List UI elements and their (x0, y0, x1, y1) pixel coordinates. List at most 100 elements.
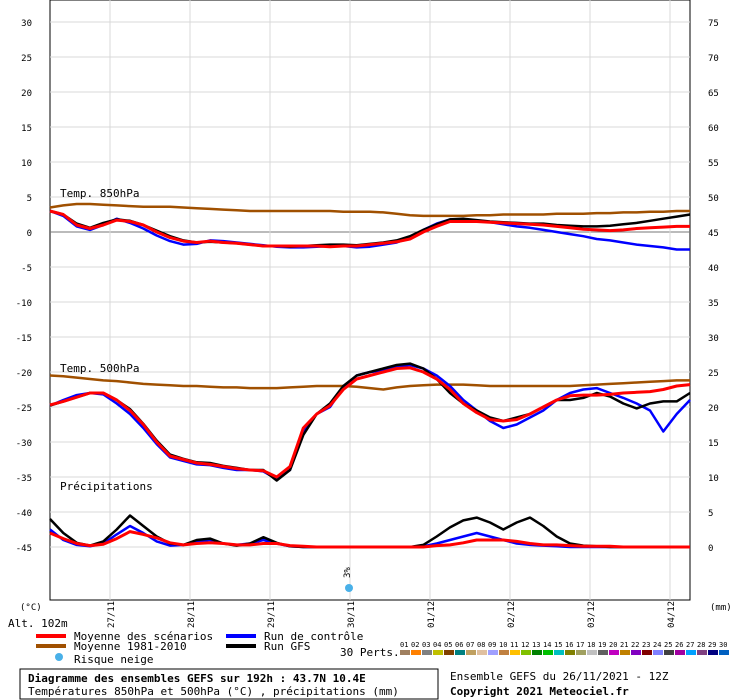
section-label-t500: Temp. 500hPa (60, 362, 139, 375)
perturbation-swatch (499, 650, 509, 655)
chart-title: Diagramme des ensembles GEFS sur 192h : … (28, 672, 366, 685)
perturbation-swatch (554, 650, 564, 655)
date-label: 04/12 (667, 601, 677, 628)
date-label: 02/12 (507, 601, 517, 628)
date-label: 30/11 (347, 601, 357, 628)
left-tick-label: -25 (16, 404, 32, 414)
left-tick-label: 20 (21, 89, 32, 99)
perturbation-id: 04 (433, 641, 441, 649)
left-tick-label: -10 (16, 299, 32, 309)
perturbation-id: 19 (598, 641, 606, 649)
perturbation-id: 21 (620, 641, 628, 649)
right-tick-label: 60 (708, 124, 719, 134)
perturbation-swatch (708, 650, 718, 655)
perturbation-swatch (543, 650, 553, 655)
date-label: 27/11 (107, 601, 117, 628)
title-box (19, 668, 439, 700)
perturbation-swatch (532, 650, 542, 655)
date-label: 01/12 (427, 601, 437, 628)
perturbation-id: 16 (565, 641, 573, 649)
perturbations-label: 30 Perts. (340, 646, 400, 659)
perturbation-id: 25 (664, 641, 672, 649)
series-line-precip (49, 530, 690, 549)
left-axis: 30 25 20 15 10 5 0 -5 -10 -15 -20 -25 -30 -35 -40 -45 (16, 19, 32, 554)
perturbation-swatch (697, 650, 707, 655)
section-label-t850: Temp. 850hPa (60, 187, 139, 200)
legend-swatch (36, 634, 66, 638)
perturbation-id: 15 (554, 641, 562, 649)
perturbation-swatch (400, 650, 410, 655)
perturbation-swatch (444, 650, 454, 655)
perturbation-id: 28 (697, 641, 705, 649)
right-tick-label: 30 (708, 334, 719, 344)
perturbation-swatch (642, 650, 652, 655)
right-tick-label: 45 (708, 229, 719, 239)
perturbation-swatch (631, 650, 641, 655)
left-tick-label: -45 (16, 544, 32, 554)
left-tick-label: 15 (21, 124, 32, 134)
perturbation-swatch (675, 650, 685, 655)
perturbation-id: 22 (631, 641, 639, 649)
perturbation-id: 30 (719, 641, 727, 649)
perturbation-swatch (653, 650, 663, 655)
perturbation-swatch (466, 650, 476, 655)
x-axis: 27/11 28/11 29/11 30/11 01/12 02/12 03/12 04/12 (107, 601, 677, 628)
series-line-t850 (49, 202, 690, 218)
left-tick-label: 5 (27, 194, 32, 204)
right-tick-label: 15 (708, 439, 719, 449)
perturbation-swatch (422, 650, 432, 655)
series-layer (49, 202, 691, 549)
snowflake-icon (55, 653, 63, 661)
copyright: Copyright 2021 Meteociel.fr (450, 685, 629, 698)
right-tick-label: 65 (708, 89, 719, 99)
right-tick-label: 50 (708, 194, 719, 204)
right-tick-label: 40 (708, 264, 719, 274)
left-tick-label: -35 (16, 474, 32, 484)
snow-risk-marker: 3% (343, 567, 353, 592)
perturbation-swatch (521, 650, 531, 655)
right-tick-label: 55 (708, 159, 719, 169)
legend-swatch (36, 644, 66, 648)
right-tick-label: 5 (708, 509, 713, 519)
right-tick-label: 35 (708, 299, 719, 309)
perturbation-id: 06 (455, 641, 463, 649)
perturbation-id: 02 (411, 641, 419, 649)
snow-legend-label: Risque neige (74, 653, 153, 666)
perturbation-id: 05 (444, 641, 452, 649)
chart-subtitle: Températures 850hPa et 500hPa (°C) , pré… (28, 685, 399, 698)
series-line-t850 (49, 209, 690, 249)
right-tick-label: 75 (708, 19, 719, 29)
series-line-t500 (49, 374, 690, 391)
perturbation-legend: 30 Perts.01 02 03 04 05 06 07 08 09 10 11 12 13 14 15 1… (340, 641, 729, 659)
perturbation-swatch (477, 650, 487, 655)
legend-label: Moyenne des scénarios (74, 630, 213, 643)
perturbation-swatch (488, 650, 498, 655)
run-label: Ensemble GEFS du 26/11/2021 - 12Z (450, 670, 669, 683)
perturbation-swatch (510, 650, 520, 655)
perturbation-id: 03 (422, 641, 430, 649)
left-tick-label: -40 (16, 509, 32, 519)
perturbation-swatch (455, 650, 465, 655)
perturbation-id: 09 (488, 641, 496, 649)
perturbation-id: 12 (521, 641, 529, 649)
perturbation-swatch (664, 650, 674, 655)
legend-swatch (226, 634, 256, 638)
date-label: 28/11 (187, 601, 197, 628)
snowflake-icon (345, 584, 353, 592)
left-tick-label: -15 (16, 334, 32, 344)
altitude-label: Alt. 102m (8, 617, 68, 630)
perturbation-id: 01 (400, 641, 408, 649)
perturbation-swatch (411, 650, 421, 655)
right-tick-label: 10 (708, 474, 719, 484)
date-label: 29/11 (267, 601, 277, 628)
perturbation-id: 18 (587, 641, 595, 649)
legend-label: Moyenne 1981-2010 (74, 640, 187, 653)
perturbation-id: 24 (653, 641, 661, 649)
perturbation-id: 14 (543, 641, 551, 649)
perturbation-swatch (620, 650, 630, 655)
series-line-t500 (49, 366, 691, 479)
perturbation-swatch (587, 650, 597, 655)
perturbation-id: 27 (686, 641, 694, 649)
